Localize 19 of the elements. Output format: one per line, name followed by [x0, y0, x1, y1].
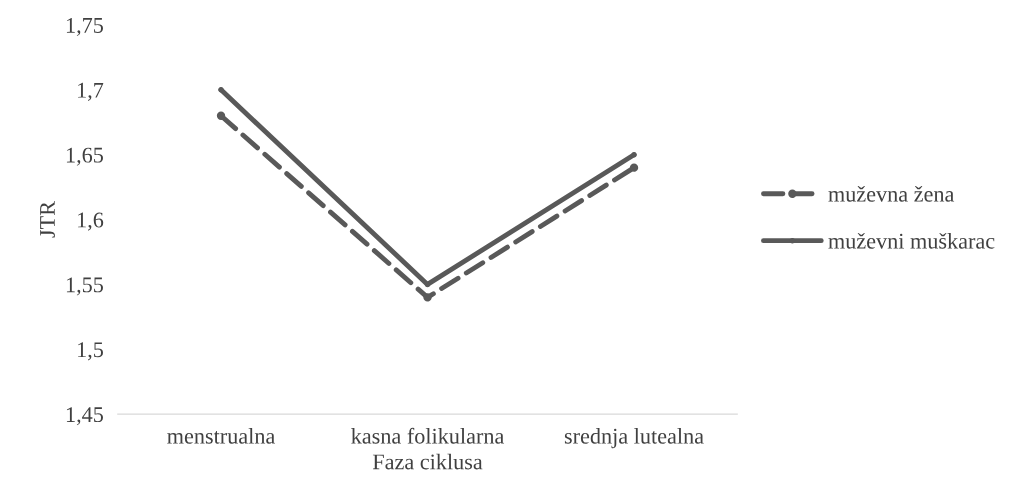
- x-axis-title: Faza ciklusa: [372, 453, 483, 470]
- x-tick-label: kasna folikularna: [351, 427, 505, 444]
- x-tick-label: menstrualna: [167, 428, 276, 444]
- y-axis-title: JTR: [40, 201, 55, 238]
- y-tick-label: 1,65: [66, 147, 103, 166]
- y-tick-label: 1,5: [78, 342, 103, 361]
- x-tick-label: srednja lutealna: [564, 428, 704, 449]
- legend-label: muževni muškarac: [828, 232, 995, 249]
- point: [218, 87, 224, 93]
- y-tick-label: 1,7: [78, 82, 104, 101]
- y-tick-label: 1,45: [66, 407, 103, 426]
- y-tick-label: 1,55: [66, 277, 103, 296]
- y-tick-label: 1,6: [78, 212, 104, 231]
- point: [631, 151, 637, 158]
- y-tick-label: 1,75: [66, 17, 103, 37]
- point: [423, 293, 432, 302]
- legend-label: muževna žena: [828, 186, 955, 202]
- point: [216, 111, 226, 120]
- point: [629, 163, 639, 172]
